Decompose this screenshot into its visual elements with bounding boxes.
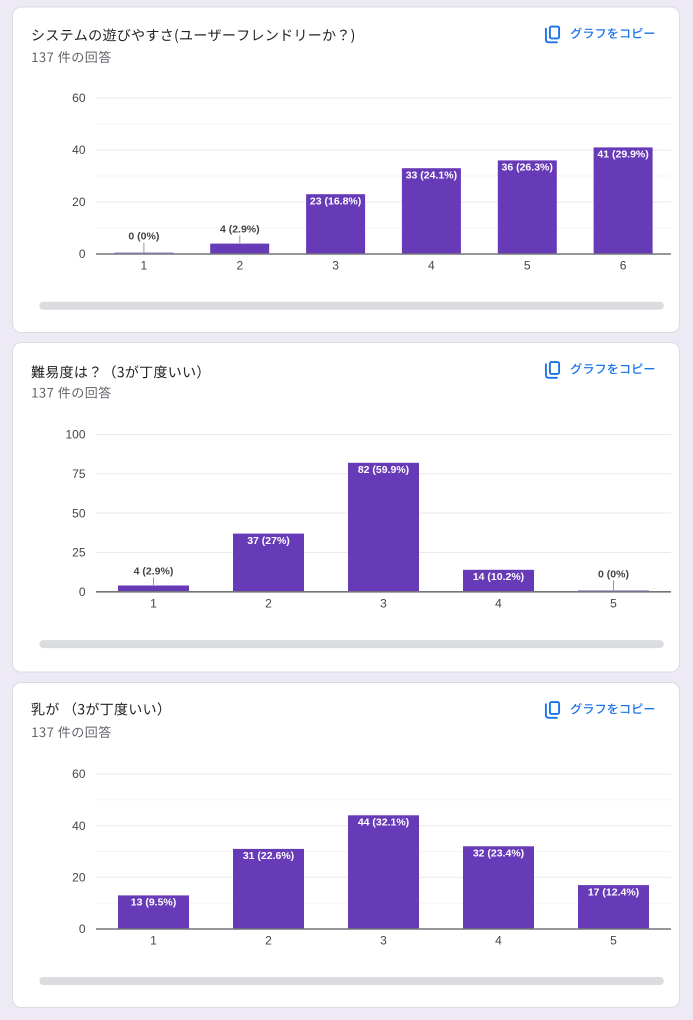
svg-text:31 (22.6%): 31 (22.6%) — [243, 850, 294, 862]
svg-text:2: 2 — [265, 597, 272, 611]
svg-text:25: 25 — [72, 546, 86, 560]
svg-text:4: 4 — [428, 259, 435, 273]
svg-text:3: 3 — [332, 259, 339, 273]
svg-text:60: 60 — [72, 91, 86, 105]
svg-text:37 (27%): 37 (27%) — [247, 535, 290, 547]
svg-text:2: 2 — [236, 259, 243, 273]
svg-text:82 (59.9%): 82 (59.9%) — [358, 464, 409, 476]
svg-text:41 (29.9%): 41 (29.9%) — [597, 149, 648, 161]
svg-text:6: 6 — [620, 259, 627, 273]
svg-text:13 (9.5%): 13 (9.5%) — [131, 897, 177, 909]
svg-text:5: 5 — [610, 597, 617, 611]
svg-text:0 (0%): 0 (0%) — [598, 569, 629, 581]
svg-text:33 (24.1%): 33 (24.1%) — [406, 169, 457, 181]
svg-text:4 (2.9%): 4 (2.9%) — [220, 224, 260, 236]
svg-text:1: 1 — [150, 597, 157, 611]
svg-text:20: 20 — [72, 195, 86, 209]
svg-text:14 (10.2%): 14 (10.2%) — [473, 571, 524, 583]
svg-text:75: 75 — [72, 467, 86, 481]
svg-text:0: 0 — [79, 247, 86, 261]
svg-text:2: 2 — [265, 934, 272, 948]
svg-text:0 (0%): 0 (0%) — [128, 231, 159, 243]
svg-text:44 (32.1%): 44 (32.1%) — [358, 817, 409, 829]
svg-text:40: 40 — [72, 143, 86, 157]
svg-text:1: 1 — [150, 934, 157, 948]
svg-text:0: 0 — [79, 585, 86, 599]
svg-text:1: 1 — [141, 259, 148, 273]
svg-text:23 (16.8%): 23 (16.8%) — [310, 195, 361, 207]
svg-text:4: 4 — [495, 597, 502, 611]
svg-text:0: 0 — [79, 922, 86, 936]
svg-text:3: 3 — [380, 934, 387, 948]
svg-text:32 (23.4%): 32 (23.4%) — [473, 848, 524, 860]
svg-text:60: 60 — [72, 767, 86, 781]
svg-text:4 (2.9%): 4 (2.9%) — [134, 566, 174, 578]
svg-text:100: 100 — [65, 428, 85, 442]
svg-text:5: 5 — [610, 934, 617, 948]
svg-text:17 (12.4%): 17 (12.4%) — [588, 886, 639, 898]
svg-text:36 (26.3%): 36 (26.3%) — [502, 162, 553, 174]
svg-text:40: 40 — [72, 819, 86, 833]
svg-text:50: 50 — [72, 506, 86, 520]
svg-text:20: 20 — [72, 871, 86, 885]
svg-text:4: 4 — [495, 934, 502, 948]
svg-text:3: 3 — [380, 597, 387, 611]
svg-text:5: 5 — [524, 259, 531, 273]
